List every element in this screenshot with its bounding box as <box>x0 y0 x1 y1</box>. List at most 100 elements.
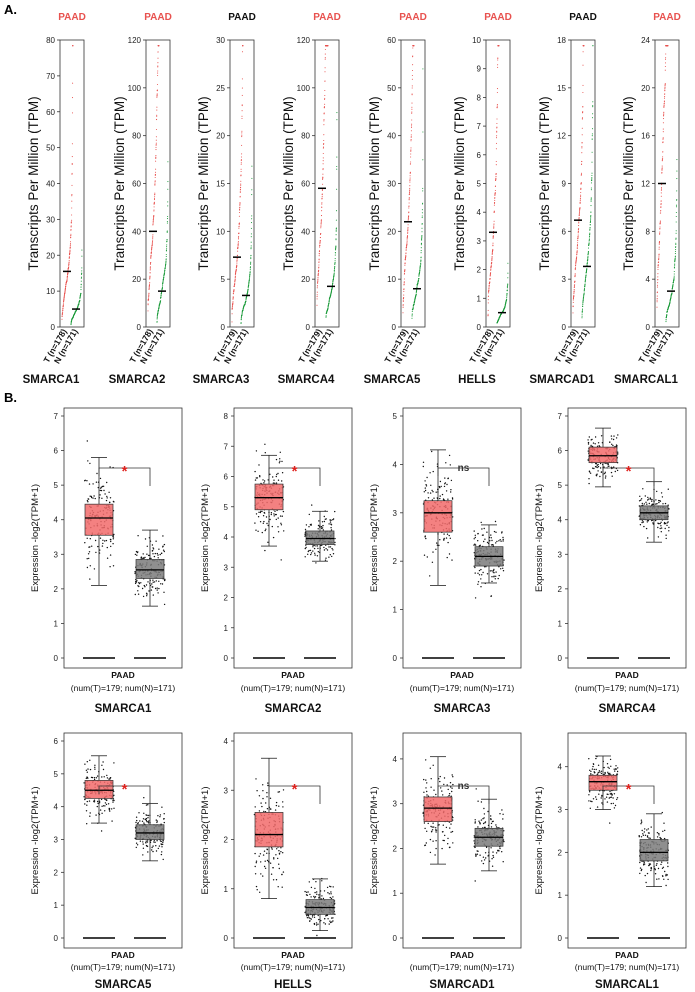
normal-point <box>676 178 678 180</box>
tumor-point <box>263 810 265 813</box>
tumor-point <box>490 265 492 267</box>
tumor-point <box>275 879 278 881</box>
tumor-point <box>431 489 433 492</box>
tumor-point <box>318 261 320 263</box>
normal-point <box>647 499 649 501</box>
tumor-point <box>577 235 579 238</box>
normal-point <box>411 317 413 319</box>
tumor-point <box>275 458 278 461</box>
normal-point <box>675 221 677 223</box>
tumor-point <box>266 848 269 851</box>
normal-point <box>474 597 477 599</box>
tumor-point <box>445 462 447 464</box>
normal-point <box>250 247 252 249</box>
tumor-point <box>155 160 157 162</box>
tumor-point <box>577 242 579 244</box>
normal-point <box>332 917 334 919</box>
normal-point <box>163 813 165 815</box>
normal-point <box>335 245 337 247</box>
normal-point <box>421 227 423 229</box>
normal-point <box>134 553 137 556</box>
tumor-point <box>102 485 105 487</box>
tumor-point <box>270 512 273 514</box>
tumor-point <box>150 251 152 254</box>
normal-point <box>142 557 144 560</box>
tumor-point <box>103 776 105 778</box>
normal-point <box>502 536 504 539</box>
normal-point <box>313 897 316 899</box>
tumor-point <box>272 476 274 478</box>
tumor-point <box>661 168 663 170</box>
tumor-point <box>319 242 321 244</box>
y-tick-label: 6 <box>54 737 59 746</box>
tumor-point <box>658 246 660 248</box>
normal-point <box>323 520 326 523</box>
significance-bracket <box>437 467 490 486</box>
normal-point <box>156 820 158 822</box>
normal-point <box>332 282 334 284</box>
normal-point <box>675 230 677 232</box>
normal-point <box>163 821 165 824</box>
normal-point <box>417 282 419 284</box>
normal-point <box>158 845 161 847</box>
normal-point <box>321 880 323 882</box>
normal-point <box>304 535 306 537</box>
tumor-point <box>615 437 618 439</box>
tumor-point <box>576 246 578 248</box>
tumor-point <box>656 301 658 303</box>
tumor-point <box>317 282 319 284</box>
tumor-point <box>100 830 103 832</box>
tumor-point <box>88 551 91 553</box>
normal-point <box>152 553 154 555</box>
normal-point <box>334 913 336 915</box>
normal-point <box>665 321 667 323</box>
tumor-point <box>407 224 409 226</box>
tumor-point <box>574 269 576 271</box>
normal-point <box>153 581 156 583</box>
panel-b-label: B. <box>4 390 17 405</box>
normal-point <box>310 896 312 898</box>
tumor-point <box>580 183 582 185</box>
tumor-point <box>254 852 256 855</box>
y-tick-label: 10 <box>46 287 55 296</box>
normal-point <box>304 547 306 550</box>
tumor-point <box>596 466 598 469</box>
significance-bracket <box>98 467 151 486</box>
tumor-point <box>595 463 598 465</box>
tumor-point <box>490 272 492 274</box>
y-axis-label: Expression -log2(TPM+1) <box>200 787 211 895</box>
normal-point <box>166 218 169 220</box>
normal-point <box>641 520 644 522</box>
tumor-point <box>407 218 409 220</box>
normal-point <box>156 821 158 824</box>
y-tick-label: 7 <box>54 412 59 421</box>
tumor-point <box>487 314 489 316</box>
tumor-point <box>69 241 72 243</box>
normal-point <box>491 580 493 583</box>
normal-point <box>483 527 485 530</box>
plot-frame <box>233 732 353 949</box>
tumor-point <box>664 69 666 71</box>
tumor-point <box>240 168 242 170</box>
normal-point <box>312 546 314 548</box>
normal-point <box>137 590 139 592</box>
tumor-point <box>322 167 324 170</box>
tumor-point <box>498 45 500 47</box>
normal-point <box>638 500 641 502</box>
normal-point <box>250 233 252 235</box>
normal-point <box>422 187 424 189</box>
normal-point <box>675 242 677 244</box>
normal-point <box>582 305 584 307</box>
tumor-point <box>488 286 490 288</box>
normal-point <box>240 318 242 320</box>
normal-point <box>420 256 422 258</box>
tumor-point <box>489 274 491 276</box>
normal-point <box>332 553 335 555</box>
tumor-point <box>587 439 589 441</box>
normal-point <box>163 818 165 820</box>
tumor-point <box>90 495 93 498</box>
tumor-point <box>406 234 409 237</box>
normal-point <box>147 554 150 557</box>
tumor-point <box>101 805 103 807</box>
tumor-point <box>62 303 64 305</box>
